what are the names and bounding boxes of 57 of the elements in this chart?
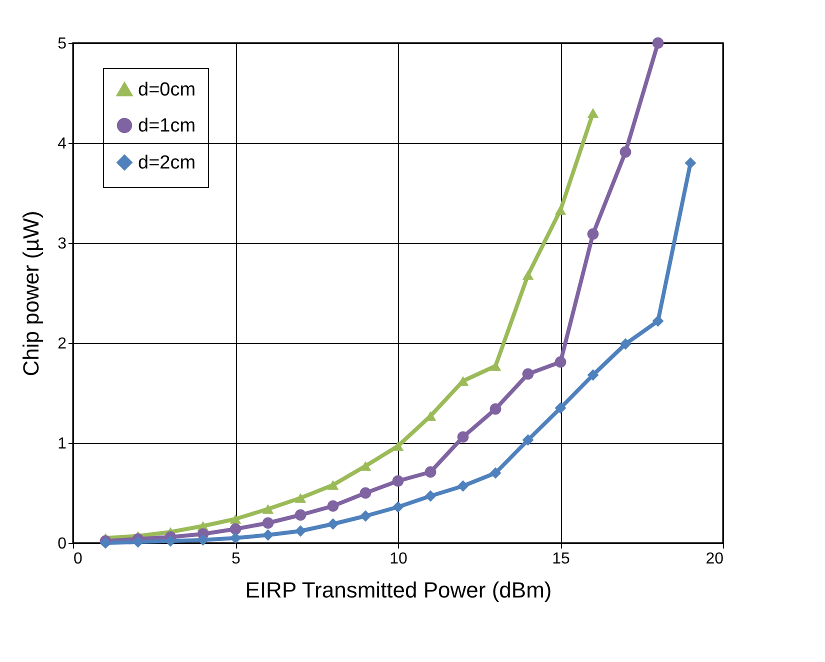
point xyxy=(587,108,599,118)
point xyxy=(230,514,242,524)
point xyxy=(360,461,372,471)
point xyxy=(490,467,502,479)
point xyxy=(262,504,274,514)
point xyxy=(684,157,696,169)
point xyxy=(490,361,502,371)
point xyxy=(262,517,274,529)
point xyxy=(392,441,404,451)
y-tick-label: 3 xyxy=(58,236,67,252)
point xyxy=(652,315,664,327)
point xyxy=(294,493,306,503)
point xyxy=(522,434,534,446)
x-tick-label: 5 xyxy=(232,550,241,568)
point xyxy=(392,501,404,513)
point xyxy=(620,338,632,350)
point xyxy=(587,228,599,240)
point xyxy=(490,403,502,415)
point xyxy=(620,146,632,158)
point xyxy=(522,368,534,380)
point xyxy=(327,500,339,512)
point xyxy=(392,475,404,487)
point xyxy=(457,431,469,443)
x-tick-label: 15 xyxy=(552,550,570,568)
point xyxy=(554,356,566,368)
y-tick-label: 5 xyxy=(58,36,67,52)
point xyxy=(457,480,469,492)
point xyxy=(652,37,664,49)
y-tick-label: 2 xyxy=(58,336,67,352)
x-tick-label: 20 xyxy=(706,550,724,568)
point xyxy=(587,369,599,381)
point xyxy=(554,205,566,215)
point xyxy=(230,532,242,544)
point xyxy=(164,535,176,547)
point xyxy=(294,525,306,537)
point xyxy=(522,270,534,280)
point xyxy=(424,490,436,502)
y-axis-title: Chip power (µW) xyxy=(18,210,44,376)
y-tick-label: 0 xyxy=(58,536,67,552)
point xyxy=(360,487,372,499)
point xyxy=(360,510,372,522)
point xyxy=(132,536,144,548)
x-tick-label: 0 xyxy=(74,550,82,568)
legend-label: d=2cm xyxy=(138,152,196,174)
x-axis-title: EIRP Transmitted Power (dBm) xyxy=(245,578,552,602)
x-tick-label: 10 xyxy=(390,550,408,568)
point xyxy=(424,466,436,478)
point xyxy=(554,402,566,414)
legend-label: d=0cm xyxy=(138,80,196,100)
point xyxy=(327,480,339,490)
y-tick-label: 1 xyxy=(58,436,67,452)
point xyxy=(327,518,339,530)
point xyxy=(294,509,306,521)
legend-label: d=1cm xyxy=(138,116,196,136)
point xyxy=(262,529,274,541)
y-tick-label: 4 xyxy=(58,136,67,152)
point xyxy=(230,523,242,535)
